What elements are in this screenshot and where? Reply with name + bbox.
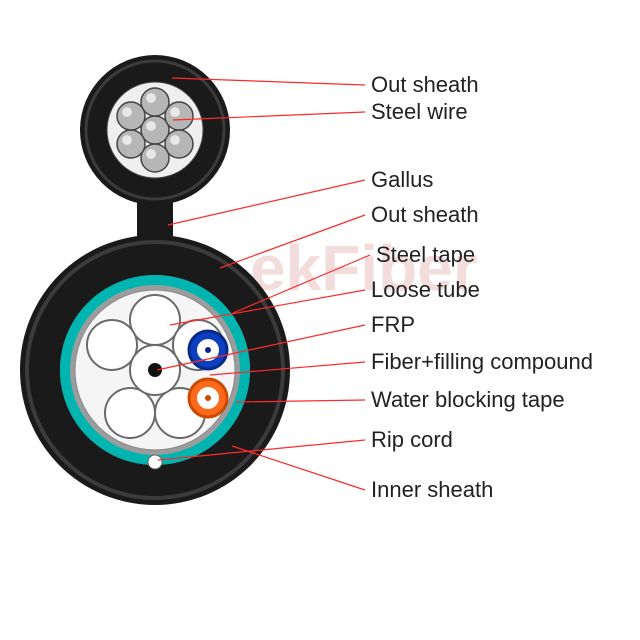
callout-label-2: Gallus [371,167,433,192]
callout-label-3: Out sheath [371,202,479,227]
steel-wire-hl-2 [170,107,180,117]
steel-wire-6 [117,102,145,130]
steel-wire-hl-0 [146,121,156,131]
callout-label-10: Inner sheath [371,477,493,502]
steel-wire-hl-4 [146,149,156,159]
callout-label-7: Fiber+filling compound [371,349,593,374]
steel-wire-hl-3 [170,135,180,145]
steel-wire-hl-6 [122,107,132,117]
fiber-orange-dot [205,395,211,401]
rip-cord [148,455,162,469]
loose-tube-2 [87,320,137,370]
fiber-blue-dot [205,347,211,353]
callout-label-4: Steel tape [376,242,475,267]
callout-label-5: Loose tube [371,277,480,302]
steel-wire-0 [141,116,169,144]
callout-label-8: Water blocking tape [371,387,565,412]
callout-label-1: Steel wire [371,99,468,124]
callout-label-9: Rip cord [371,427,453,452]
loose-tube-0 [130,295,180,345]
steel-wire-2 [165,102,193,130]
steel-wire-5 [117,130,145,158]
steel-wire-3 [165,130,193,158]
callout-label-6: FRP [371,312,415,337]
frp [148,363,162,377]
steel-wire-4 [141,144,169,172]
callout-label-0: Out sheath [371,72,479,97]
steel-wire-1 [141,88,169,116]
steel-wire-hl-1 [146,93,156,103]
loose-tube-3 [105,388,155,438]
steel-wire-hl-5 [122,135,132,145]
